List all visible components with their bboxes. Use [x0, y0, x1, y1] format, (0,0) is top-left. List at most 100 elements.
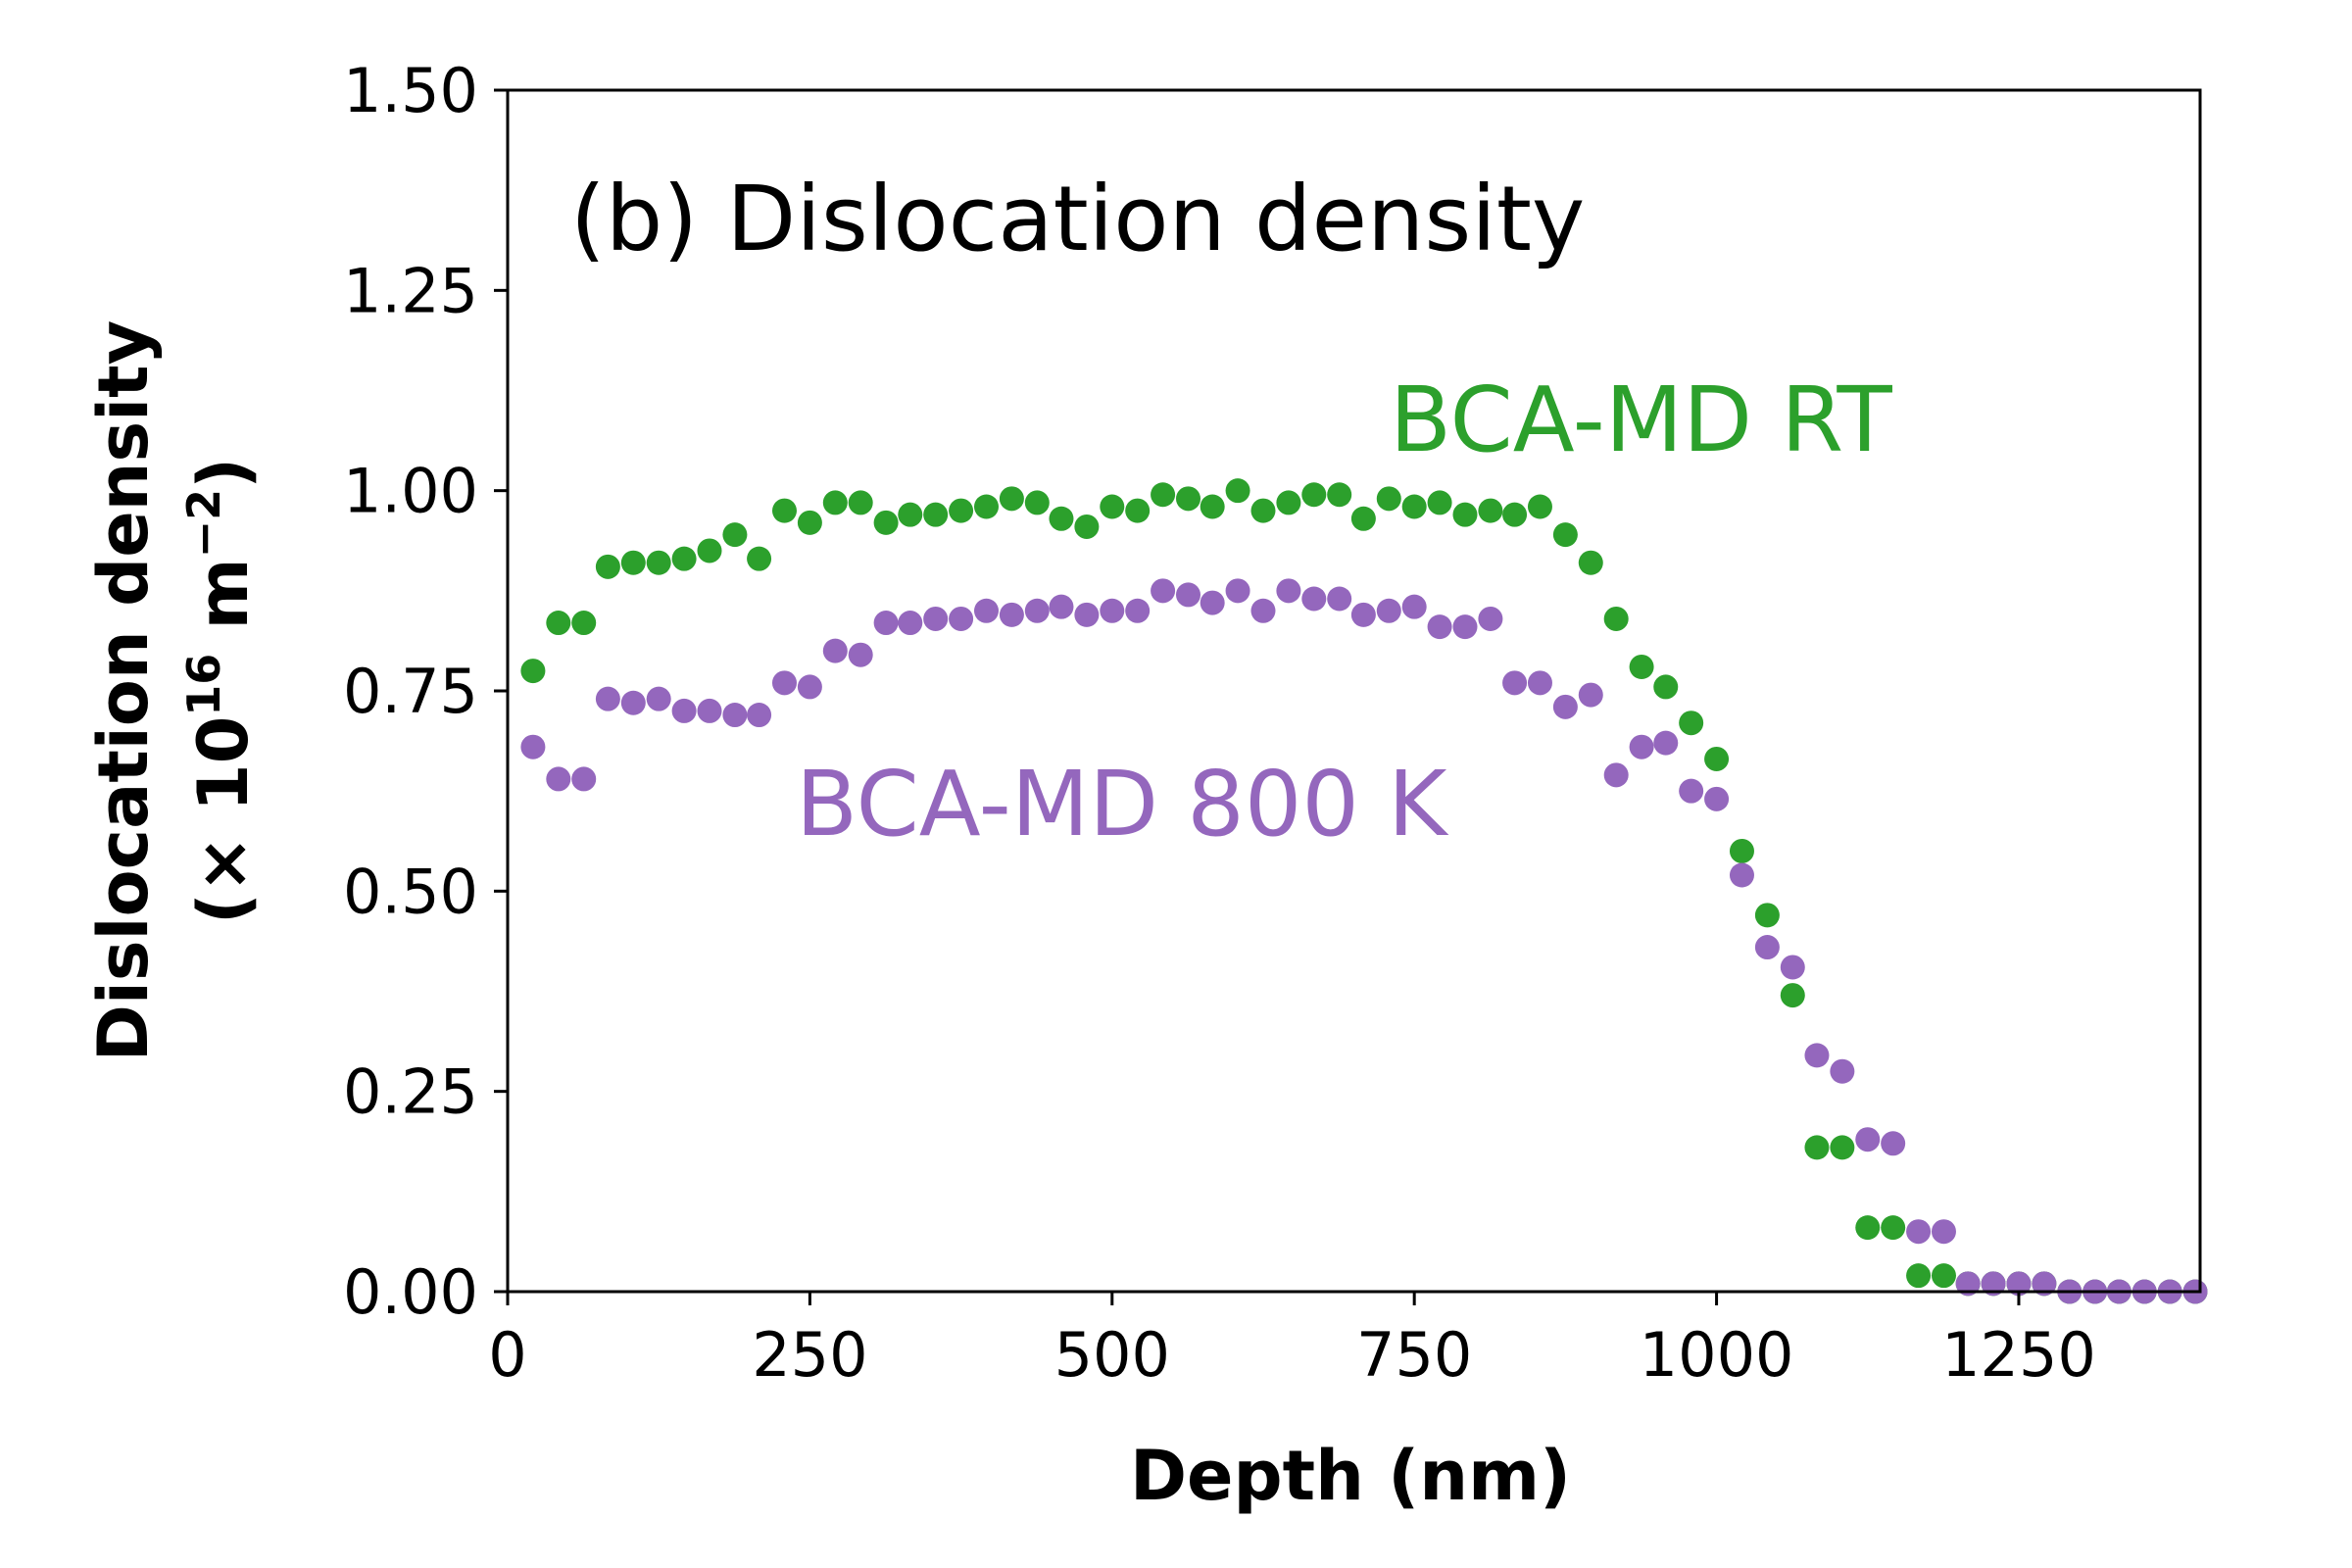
- y-axis-units-suffix: ): [183, 458, 264, 489]
- k800-point: [1074, 602, 1100, 627]
- k800-point: [771, 670, 797, 696]
- y-axis-title-line1: Dislocation density: [83, 320, 164, 1062]
- k800-point: [1578, 682, 1603, 708]
- rt-point: [697, 538, 722, 564]
- k800-point: [1981, 1271, 2006, 1297]
- rt-point: [1830, 1135, 1855, 1160]
- k800-point: [1024, 598, 1050, 623]
- k800-point: [571, 766, 597, 792]
- rt-point: [1327, 482, 1352, 508]
- rt-point: [646, 550, 671, 575]
- k800-point: [848, 642, 873, 667]
- rt-point: [1151, 482, 1176, 508]
- k800-point: [1804, 1043, 1830, 1068]
- k800-point: [1906, 1219, 1932, 1245]
- rt-point: [1527, 494, 1552, 519]
- rt-point: [1024, 490, 1050, 515]
- k800-point: [1125, 598, 1151, 623]
- rt-point: [822, 490, 848, 515]
- rt-point: [671, 546, 697, 571]
- rt-point: [722, 522, 748, 548]
- k800-point: [1225, 578, 1250, 604]
- k800-point: [898, 611, 923, 636]
- k800-point: [2006, 1271, 2032, 1297]
- k800-point: [1955, 1271, 1981, 1297]
- rt-point: [1653, 674, 1679, 700]
- k800-point: [646, 686, 671, 711]
- rt-point: [949, 498, 974, 523]
- y-tick-label: 0.00: [343, 1256, 478, 1328]
- x-tick-label: 1250: [1941, 1319, 2096, 1391]
- series-label-800k: BCA-MD 800 K: [796, 752, 1449, 857]
- rt-point: [1427, 490, 1452, 515]
- rt-point: [1906, 1263, 1932, 1289]
- rt-point: [520, 659, 546, 684]
- y-tick-label: 1.00: [343, 456, 478, 527]
- k800-point: [1527, 670, 1552, 696]
- rt-point: [1704, 746, 1730, 771]
- k800-point: [1200, 590, 1225, 615]
- rt-point: [848, 490, 873, 515]
- k800-point: [2032, 1271, 2057, 1297]
- rt-point: [1200, 494, 1225, 519]
- k800-point: [1502, 670, 1528, 696]
- k800-point: [1653, 730, 1679, 756]
- k800-point: [1376, 598, 1401, 623]
- series-label-rt: BCA-MD RT: [1390, 368, 1893, 472]
- y-axis-title: Dislocation density: [83, 320, 164, 1062]
- k800-point: [1301, 586, 1327, 612]
- rt-point: [1276, 490, 1301, 515]
- k800-point: [1401, 594, 1427, 619]
- k800-point: [1679, 778, 1704, 804]
- rt-point: [873, 510, 899, 535]
- rt-point: [1049, 506, 1074, 531]
- k800-point: [595, 686, 620, 711]
- rt-point: [1754, 903, 1780, 928]
- x-tick-label: 750: [1356, 1319, 1472, 1391]
- k800-point: [1350, 602, 1376, 627]
- k800-point: [1176, 582, 1201, 608]
- rt-point: [1176, 486, 1201, 512]
- rt-point: [1881, 1215, 1906, 1241]
- y-axis-units-exponent: 16: [177, 654, 230, 716]
- rt-point: [898, 502, 923, 527]
- k800-point: [1780, 955, 1805, 980]
- axis-ticks: 0 250 500 750 1000 1250 0.00 0.25 0.50 0.75 1.00 1.…: [343, 55, 2096, 1391]
- rt-point: [973, 494, 999, 519]
- k800-point: [822, 638, 848, 663]
- k800-point: [546, 766, 571, 792]
- k800-point: [1100, 598, 1125, 623]
- k800-point: [1704, 786, 1730, 811]
- rt-point: [1502, 502, 1528, 527]
- k800-point: [1478, 606, 1503, 631]
- k800-point: [1603, 762, 1629, 788]
- rt-point: [1100, 494, 1125, 519]
- k800-point: [520, 734, 546, 760]
- x-tick-label: 0: [488, 1319, 526, 1391]
- rt-point: [771, 498, 797, 523]
- x-axis-title: Depth (nm): [1130, 1436, 1571, 1516]
- rt-point: [1780, 983, 1805, 1008]
- rt-point: [797, 510, 822, 535]
- y-tick-label: 1.50: [343, 55, 478, 126]
- k800-point: [1250, 598, 1276, 623]
- k800-point: [949, 606, 974, 631]
- y-tick-label: 0.75: [343, 656, 478, 727]
- rt-point: [1804, 1135, 1830, 1160]
- k800-point: [999, 602, 1024, 627]
- rt-point: [595, 554, 620, 579]
- y-axis-units: (× 1016 m−2): [177, 458, 264, 924]
- y-axis-units-prefix: (× 10: [183, 716, 264, 924]
- rt-point: [1578, 550, 1603, 575]
- y-tick-label: 1.25: [343, 255, 478, 326]
- k800-point: [1855, 1127, 1881, 1152]
- rt-point: [1350, 506, 1376, 531]
- k800-point: [1629, 734, 1654, 760]
- svg-text:(× 1016 m−2): (× 1016 m−2): [177, 458, 264, 924]
- k800-point: [1327, 586, 1352, 612]
- rt-point: [1478, 498, 1503, 523]
- k800-point: [923, 606, 949, 631]
- k800-point: [747, 703, 772, 728]
- rt-point: [1250, 498, 1276, 523]
- k800-point: [873, 611, 899, 636]
